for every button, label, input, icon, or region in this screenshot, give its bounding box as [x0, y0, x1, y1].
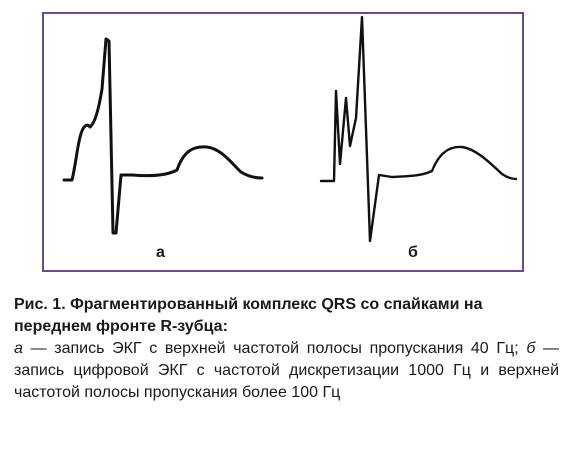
- caption-part-b-text: — запись цифровой ЭКГ с частотой дискрет…: [14, 340, 560, 401]
- ecg-trace-a: [62, 37, 264, 235]
- figure-frame: а б: [42, 12, 524, 272]
- panel-label-a: а: [156, 244, 165, 261]
- caption-part-a-text: — запись ЭКГ с верхней частотой полосы п…: [22, 340, 527, 357]
- panel-label-b: б: [408, 244, 418, 261]
- caption-body: а — запись ЭКГ с верхней частотой полосы…: [14, 338, 559, 404]
- ecg-trace-b: [319, 15, 518, 243]
- caption-part-a-letter: а: [14, 340, 23, 357]
- caption-title: Рис. 1. Фрагментированный комплекс QRS с…: [14, 296, 483, 335]
- ecg-figure: [62, 15, 518, 243]
- caption-part-b-letter: б: [526, 340, 536, 357]
- figure-caption: Рис. 1. Фрагментированный комплекс QRS с…: [14, 294, 559, 404]
